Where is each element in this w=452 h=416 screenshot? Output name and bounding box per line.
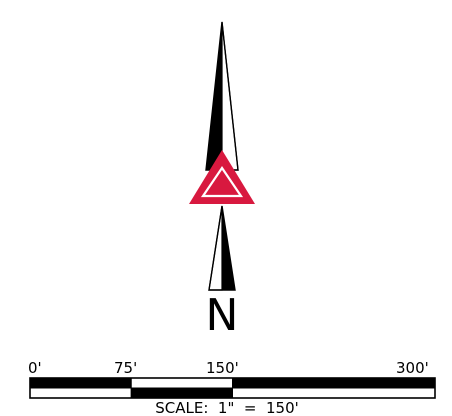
scale-tick-label-300: 300' [396, 359, 429, 377]
scale-segment-lower-75-150 [130, 387, 233, 399]
north-arrow-inner-triangle-outline [200, 166, 244, 198]
north-arrow: N [189, 21, 255, 341]
scale-tick-label-75: 75' [114, 359, 137, 377]
scale-segment-lower-150-300 [232, 387, 436, 399]
scale-bar-upper-row [29, 377, 436, 389]
north-arrow-lower-outline [208, 205, 236, 291]
scale-segment-lower-0-75 [29, 387, 132, 399]
scale-tick-label-0: 0' [28, 359, 42, 377]
scale-caption: SCALE: 1" = 150' [155, 399, 299, 416]
scale-segment-upper-150-300 [232, 377, 436, 389]
scale-bar-outline [29, 377, 436, 399]
scale-bar-lower-row [29, 387, 436, 399]
scale-tick-label-150: 150' [206, 359, 239, 377]
scale-bar: 0' 75' 150' 300' SCALE: 1" = 150' [28, 359, 436, 416]
scale-segment-upper-0-75 [29, 377, 132, 389]
north-letter: N [206, 290, 239, 341]
scale-segment-upper-75-150 [130, 377, 233, 389]
